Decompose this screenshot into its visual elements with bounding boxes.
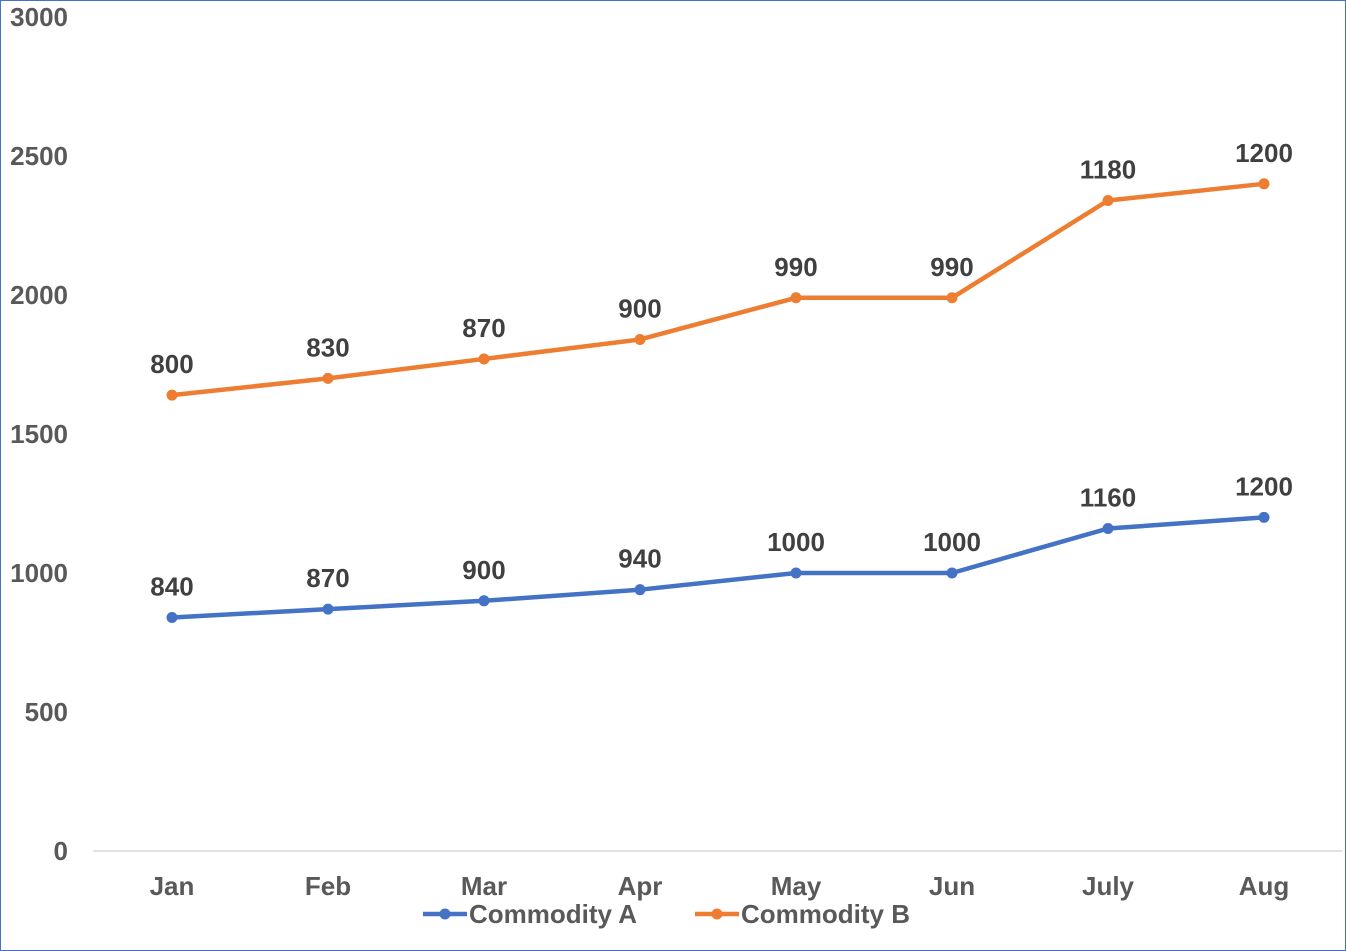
x-tick-label: July — [1082, 871, 1135, 901]
data-point-commodity-b — [322, 372, 334, 384]
data-label-commodity-a: 1160 — [1080, 483, 1136, 513]
data-label-commodity-a: 1000 — [767, 527, 825, 557]
data-point-commodity-b — [1258, 178, 1270, 190]
y-tick-label: 1500 — [10, 419, 68, 449]
y-tick-label: 1000 — [10, 558, 68, 588]
data-label-commodity-b: 990 — [774, 252, 817, 282]
y-tick-label: 2000 — [10, 280, 68, 310]
x-tick-label: Apr — [618, 871, 663, 901]
data-point-commodity-a — [1102, 523, 1114, 535]
legend-label-commodity-b: Commodity B — [741, 899, 910, 929]
data-point-commodity-a — [946, 567, 958, 579]
data-label-commodity-a: 900 — [462, 555, 505, 585]
x-tick-label: Mar — [461, 871, 507, 901]
series-lines — [166, 178, 1270, 623]
data-label-commodity-b: 870 — [462, 313, 505, 343]
legend-label-commodity-a: Commodity A — [469, 899, 637, 929]
x-tick-label: Jan — [150, 871, 195, 901]
data-label-commodity-b: 990 — [930, 252, 973, 282]
legend-marker-commodity-a — [439, 908, 451, 920]
y-tick-label: 500 — [25, 697, 68, 727]
legend: Commodity A Commodity B — [423, 899, 910, 929]
data-point-commodity-b — [946, 292, 958, 304]
x-tick-label: Feb — [305, 871, 351, 901]
data-label-commodity-b: 1180 — [1080, 154, 1136, 184]
data-point-commodity-a — [322, 603, 334, 615]
data-label-commodity-a: 840 — [150, 571, 193, 601]
x-tick-label: May — [771, 871, 822, 901]
data-point-commodity-b — [478, 353, 490, 365]
data-point-commodity-b — [790, 292, 802, 304]
data-label-commodity-b: 900 — [618, 293, 661, 323]
series-line-commodity-a — [169, 515, 1267, 620]
x-tick-label: Aug — [1239, 871, 1290, 901]
y-tick-label: 0 — [54, 836, 68, 866]
series-line-commodity-b — [169, 181, 1267, 398]
data-point-commodity-a — [166, 611, 178, 623]
data-labels: 840 870 900 940 1000 1000 1160 1200 800 830 870 900… — [150, 138, 1293, 602]
data-label-commodity-a: 870 — [306, 563, 349, 593]
data-label-commodity-b: 1200 — [1235, 138, 1293, 168]
x-axis: Jan Feb Mar Apr May Jun July Aug — [150, 871, 1290, 901]
data-point-commodity-b — [634, 333, 646, 345]
y-tick-label: 2500 — [10, 141, 68, 171]
y-axis: 0 500 1000 1500 2000 2500 3000 — [10, 2, 68, 866]
data-point-commodity-b — [166, 389, 178, 401]
data-point-commodity-b — [1102, 194, 1114, 206]
x-tick-label: Jun — [929, 871, 975, 901]
data-label-commodity-a: 1000 — [923, 527, 981, 557]
data-point-commodity-a — [1258, 511, 1270, 523]
data-point-commodity-a — [634, 584, 646, 596]
data-label-commodity-b: 800 — [150, 349, 193, 379]
y-tick-label: 3000 — [10, 2, 68, 32]
data-label-commodity-a: 1200 — [1235, 471, 1293, 501]
data-label-commodity-a: 940 — [618, 544, 661, 574]
data-label-commodity-b: 830 — [306, 332, 349, 362]
legend-marker-commodity-b — [711, 908, 723, 920]
data-point-commodity-a — [478, 595, 490, 607]
data-point-commodity-a — [790, 567, 802, 579]
